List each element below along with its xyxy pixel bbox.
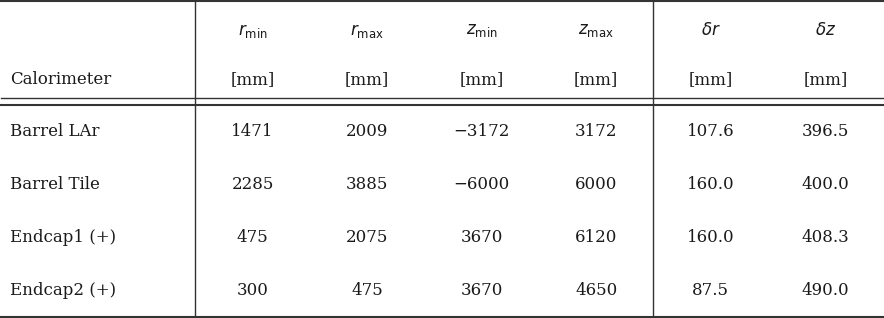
Text: 396.5: 396.5 [802, 123, 849, 140]
Text: Barrel Tile: Barrel Tile [11, 176, 100, 193]
Text: 490.0: 490.0 [802, 282, 850, 299]
Text: −6000: −6000 [453, 176, 510, 193]
Text: 6000: 6000 [575, 176, 617, 193]
Text: 2075: 2075 [346, 229, 388, 246]
Text: 475: 475 [237, 229, 269, 246]
Text: 3670: 3670 [461, 229, 503, 246]
Text: 1471: 1471 [232, 123, 274, 140]
Text: −3172: −3172 [453, 123, 510, 140]
Text: 160.0: 160.0 [687, 176, 735, 193]
Text: [mm]: [mm] [231, 71, 275, 88]
Text: 107.6: 107.6 [687, 123, 735, 140]
Text: Barrel LAr: Barrel LAr [11, 123, 100, 140]
Text: $z_{\mathrm{max}}$: $z_{\mathrm{max}}$ [578, 22, 614, 39]
Text: $\delta r$: $\delta r$ [701, 22, 720, 39]
Text: [mm]: [mm] [689, 71, 733, 88]
Text: [mm]: [mm] [460, 71, 504, 88]
Text: 3172: 3172 [575, 123, 617, 140]
Text: Endcap2 (+): Endcap2 (+) [11, 282, 117, 299]
Text: [mm]: [mm] [345, 71, 389, 88]
Text: 300: 300 [237, 282, 269, 299]
Text: $r_{\mathrm{max}}$: $r_{\mathrm{max}}$ [350, 22, 384, 39]
Text: 3885: 3885 [346, 176, 388, 193]
Text: 6120: 6120 [575, 229, 617, 246]
Text: 400.0: 400.0 [802, 176, 850, 193]
Text: 2285: 2285 [232, 176, 274, 193]
Text: 2009: 2009 [346, 123, 388, 140]
Text: 408.3: 408.3 [802, 229, 850, 246]
Text: 3670: 3670 [461, 282, 503, 299]
Text: Endcap1 (+): Endcap1 (+) [11, 229, 117, 246]
Text: $r_{\mathrm{min}}$: $r_{\mathrm{min}}$ [238, 22, 268, 39]
Text: 475: 475 [351, 282, 383, 299]
Text: $z_{\mathrm{min}}$: $z_{\mathrm{min}}$ [466, 22, 498, 39]
Text: [mm]: [mm] [804, 71, 848, 88]
Text: 4650: 4650 [575, 282, 617, 299]
Text: $\delta z$: $\delta z$ [815, 22, 836, 39]
Text: 160.0: 160.0 [687, 229, 735, 246]
Text: Calorimeter: Calorimeter [11, 71, 111, 88]
Text: [mm]: [mm] [574, 71, 618, 88]
Text: 87.5: 87.5 [692, 282, 729, 299]
